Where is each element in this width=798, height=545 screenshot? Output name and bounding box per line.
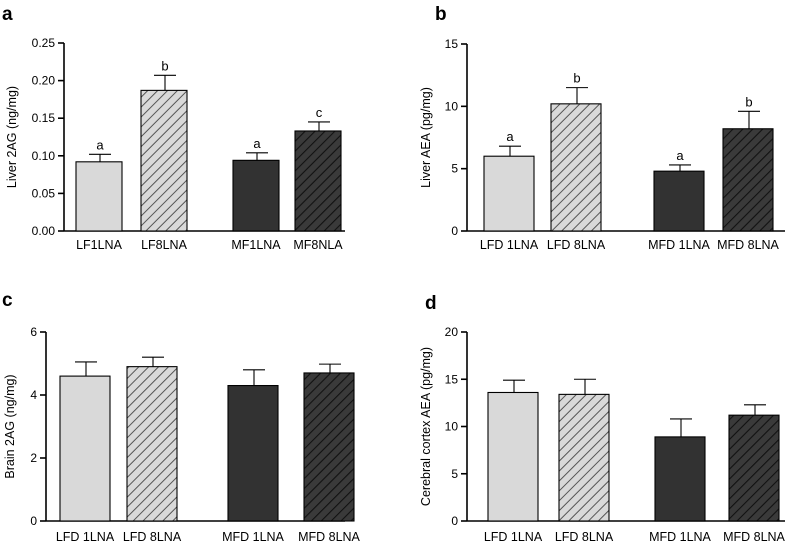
panel-b-label: b [435,4,447,25]
panel-c-chart: Brain 2AG (ng/mg) 0 2 4 6 LFD 1LNA LFD 8LNA MFD… [3,325,361,544]
significance-letter: a [676,148,684,163]
x-tick-label: MFD 8LNA [298,530,360,544]
y-tick-label: 0.00 [32,224,56,238]
panel-c-label: c [2,290,13,311]
bar-lfd-8lna [126,366,178,522]
x-tick-label: LFD 1LNA [56,530,115,544]
x-tick-label: MF8NLA [293,238,343,252]
y-tick-label: 6 [30,325,37,339]
bar-mf8nla [294,130,342,232]
y-tick-label: 0.25 [32,36,56,50]
x-tick-label: MFD 8LNA [717,238,779,252]
bar-mf1lna [232,159,280,232]
bar-lfd-8lna [558,393,610,522]
y-tick-label: 0.10 [32,149,56,163]
y-tick-label: 0 [451,224,458,238]
y-tick-label: 0.15 [32,111,56,125]
y-tick-label: 0 [30,514,37,528]
bar-lf1lna [75,161,123,232]
x-tick-label: LF8LNA [141,238,188,252]
panel-d-chart: Cerebral cortex AEA (pg/mg) 0 5 10 15 20 LFD 1… [419,325,786,544]
x-tick-label: MF1LNA [231,238,281,252]
x-tick-label: MFD 1LNA [222,530,284,544]
panel-b-chart: Liver AEA (pg/mg) 0 5 10 15 a LFD 1LNA b LFD 8LN… [419,37,785,252]
y-axis-label: Liver 2AG (ng/mg) [5,86,19,188]
bar-mfd-1lna [654,436,706,522]
x-tick-label: LFD 8LNA [123,530,182,544]
bar-lf8lna [140,89,188,232]
x-tick-label: MFD 1LNA [648,238,710,252]
bar-mfd-8lna [728,414,780,522]
y-tick-label: 15 [445,37,459,51]
bar-mfd-1lna [227,384,279,522]
bar-mfd-1lna [653,170,705,232]
x-tick-label: LFD 1LNA [480,238,539,252]
significance-letter: b [161,58,168,73]
y-tick-label: 5 [451,162,458,176]
y-axis-label: Liver AEA (pg/mg) [419,87,433,188]
y-tick-label: 0 [451,514,458,528]
y-tick-label: 4 [30,388,37,402]
x-tick-label: MFD 8LNA [723,530,785,544]
panel-a-label: a [2,4,13,25]
bar-mfd-8lna [722,128,774,232]
y-tick-label: 15 [445,372,459,386]
significance-letter: b [573,71,580,86]
y-axis-label: Cerebral cortex AEA (pg/mg) [419,347,433,506]
y-tick-label: 20 [445,325,459,339]
x-tick-label: LFD 8LNA [547,238,606,252]
y-tick-label: 0.20 [32,74,56,88]
significance-letter: a [506,129,514,144]
y-tick-label: 10 [445,99,459,113]
bar-mfd-8lna [303,372,355,522]
bar-lfd-1lna [59,375,111,522]
significance-letter: c [316,105,323,120]
x-tick-label: LFD 8LNA [555,530,614,544]
x-tick-label: MFD 1LNA [649,530,711,544]
bar-lfd-8lna [550,103,602,232]
y-tick-label: 2 [30,451,37,465]
significance-letter: b [745,94,752,109]
significance-letter: a [253,136,261,151]
x-tick-label: LF1LNA [76,238,123,252]
y-tick-label: 5 [451,467,458,481]
panel-d-label: d [425,293,437,314]
bar-lfd-1lna [483,155,535,232]
y-tick-label: 10 [445,420,459,434]
significance-letter: a [96,137,104,152]
y-tick-label: 0.05 [32,186,56,200]
panel-a-chart: Liver 2AG (ng/mg) 0.00 0.05 0.10 0.15 0.20 0.2… [5,36,345,252]
x-tick-label: LFD 1LNA [484,530,543,544]
bar-lfd-1lna [487,391,539,522]
y-axis-label: Brain 2AG (ng/mg) [3,374,17,478]
